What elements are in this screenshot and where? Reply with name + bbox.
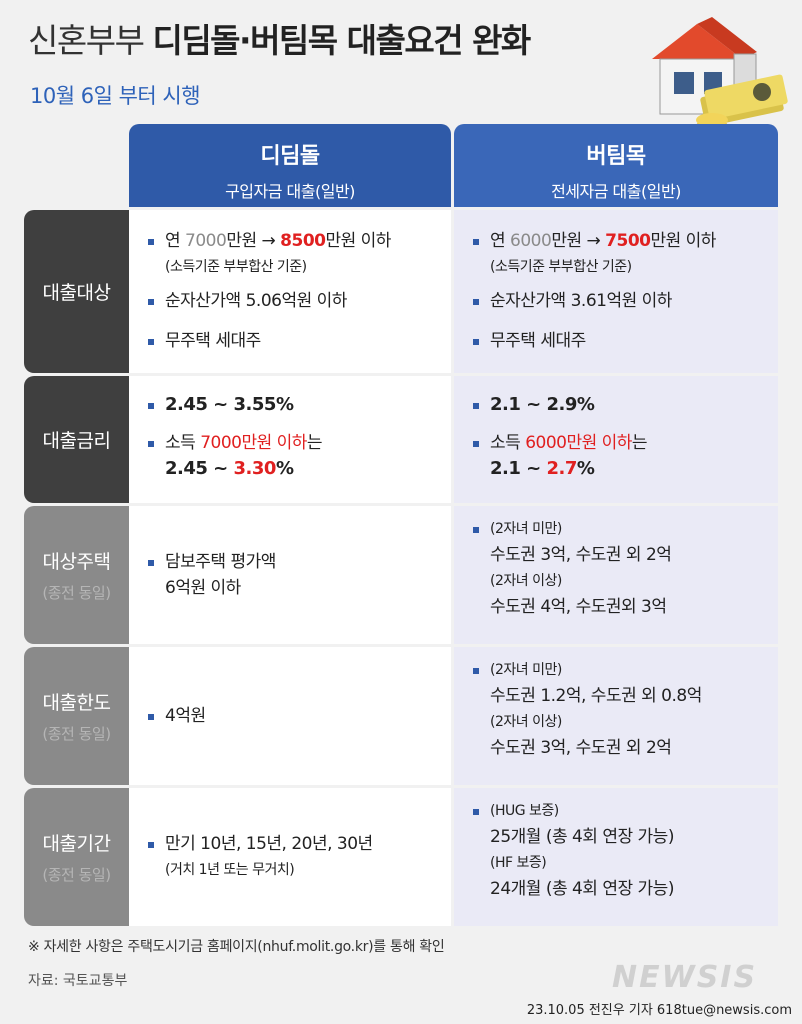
row-sublabel: (종전 동일) (42, 584, 111, 602)
row-label-limit: 대출한도 (종전 동일) (24, 647, 129, 785)
column-desc: 구입자금 대출(일반) (225, 182, 355, 201)
cell-period-beotimmok: (HUG 보증) 25개월 (총 4회 연장 가능) (HF 보증) 24개월 … (454, 788, 778, 926)
source-label: 자료: 국토교통부 (28, 973, 128, 989)
income-note: (소득기준 부부합산 기준) (165, 259, 307, 275)
net-asset-criteria: 순자산가액 3.61억원 이하 (472, 288, 778, 314)
value-under-two-children: 수도권 3억, 수도권 외 2억 (490, 545, 672, 565)
loan-limit-value: 4억원 (147, 703, 451, 729)
income-note: (소득기준 부부합산 기준) (490, 259, 632, 275)
cell-target-didimdol: 연 7000만원 → 8500만원 이하 (소득기준 부부합산 기준) 순자산가… (129, 210, 451, 373)
row-label-rate: 대출금리 (24, 376, 129, 503)
group-under-two-children: (2자녀 미만) (472, 657, 778, 683)
credit-line: 23.10.05 전진우 기자 618tue@newsis.com (526, 1003, 792, 1018)
value-hug-guarantee: 25개월 (총 4회 연장 가능) (490, 827, 674, 847)
grace-period-note: (거치 1년 또는 무거치) (165, 862, 295, 878)
net-asset-criteria: 순자산가액 5.06억원 이하 (147, 288, 451, 314)
title-light: 신혼부부 (28, 21, 145, 60)
group-two-plus-children: (2자녀 이상) (490, 714, 562, 730)
house-value-label: 담보주택 평가액 (147, 549, 451, 575)
page-subtitle: 10월 6일 부터 시행 (30, 84, 201, 108)
row-label-target: 대출대상 (24, 210, 129, 373)
homeless-criteria: 무주택 세대주 (147, 328, 451, 354)
column-header-beotimmok: 버팀목 전세자금 대출(일반) (454, 124, 778, 207)
value-hf-guarantee: 24개월 (총 4회 연장 가능) (490, 879, 674, 899)
cell-target-beotimmok: 연 6000만원 → 7500만원 이하 (소득기준 부부합산 기준) 순자산가… (454, 210, 778, 373)
value-two-plus-children: 수도권 3억, 수도권 외 2억 (490, 738, 672, 758)
income-criteria: 연 6000만원 → 7500만원 이하 (472, 228, 778, 254)
group-under-two-children: (2자녀 미만) (472, 516, 778, 542)
rate-condition: 소득 6000만원 이하는 (472, 430, 778, 456)
column-title: 디딤돌 (260, 144, 320, 169)
homeless-criteria: 무주택 세대주 (472, 328, 778, 354)
value-under-two-children: 수도권 1.2억, 수도권 외 0.8억 (490, 686, 702, 706)
page-title: 신혼부부 디딤돌·버팀목 대출요건 완화 (28, 14, 531, 62)
group-hug-guarantee: (HUG 보증) (472, 798, 778, 824)
column-title: 버팀목 (586, 144, 646, 169)
group-hf-guarantee: (HF 보증) (490, 855, 547, 871)
column-desc: 전세자금 대출(일반) (551, 182, 681, 201)
column-header-didimdol: 디딤돌 구입자금 대출(일반) (129, 124, 451, 207)
cell-limit-didimdol: 4억원 (129, 647, 451, 785)
house-value-limit: 6억원 이하 (165, 578, 241, 598)
rate-condition: 소득 7000만원 이하는 (147, 430, 451, 456)
row-sublabel: (종전 동일) (42, 866, 111, 884)
row-sublabel: (종전 동일) (42, 725, 111, 743)
cell-house-beotimmok: (2자녀 미만) 수도권 3억, 수도권 외 2억 (2자녀 이상) 수도권 4… (454, 506, 778, 644)
rate-range: 2.45 ~ 3.55% (147, 392, 451, 418)
value-two-plus-children: 수도권 4억, 수도권외 3억 (490, 597, 667, 617)
row-label-house: 대상주택 (종전 동일) (24, 506, 129, 644)
footnote: ※ 자세한 사항은 주택도시기금 홈페이지(nhuf.molit.go.kr)를… (28, 939, 445, 955)
rate-range-reduced: 2.1 ~ 2.7% (490, 458, 595, 479)
group-two-plus-children: (2자녀 이상) (490, 573, 562, 589)
row-label-period: 대출기간 (종전 동일) (24, 788, 129, 926)
cell-house-didimdol: 담보주택 평가액 6억원 이하 (129, 506, 451, 644)
cell-rate-didimdol: 2.45 ~ 3.55% 소득 7000만원 이하는 2.45 ~ 3.30% (129, 376, 451, 503)
rate-range: 2.1 ~ 2.9% (472, 392, 778, 418)
rate-range-reduced: 2.45 ~ 3.30% (165, 458, 294, 479)
cell-period-didimdol: 만기 10년, 15년, 20년, 30년 (거치 1년 또는 무거치) (129, 788, 451, 926)
cell-rate-beotimmok: 2.1 ~ 2.9% 소득 6000만원 이하는 2.1 ~ 2.7% (454, 376, 778, 503)
title-bold: 디딤돌·버팀목 대출요건 완화 (152, 21, 531, 60)
income-criteria: 연 7000만원 → 8500만원 이하 (147, 228, 451, 254)
newsis-logo: NEWSIS (612, 960, 758, 995)
maturity-options: 만기 10년, 15년, 20년, 30년 (147, 831, 451, 857)
cell-limit-beotimmok: (2자녀 미만) 수도권 1.2억, 수도권 외 0.8억 (2자녀 이상) 수… (454, 647, 778, 785)
